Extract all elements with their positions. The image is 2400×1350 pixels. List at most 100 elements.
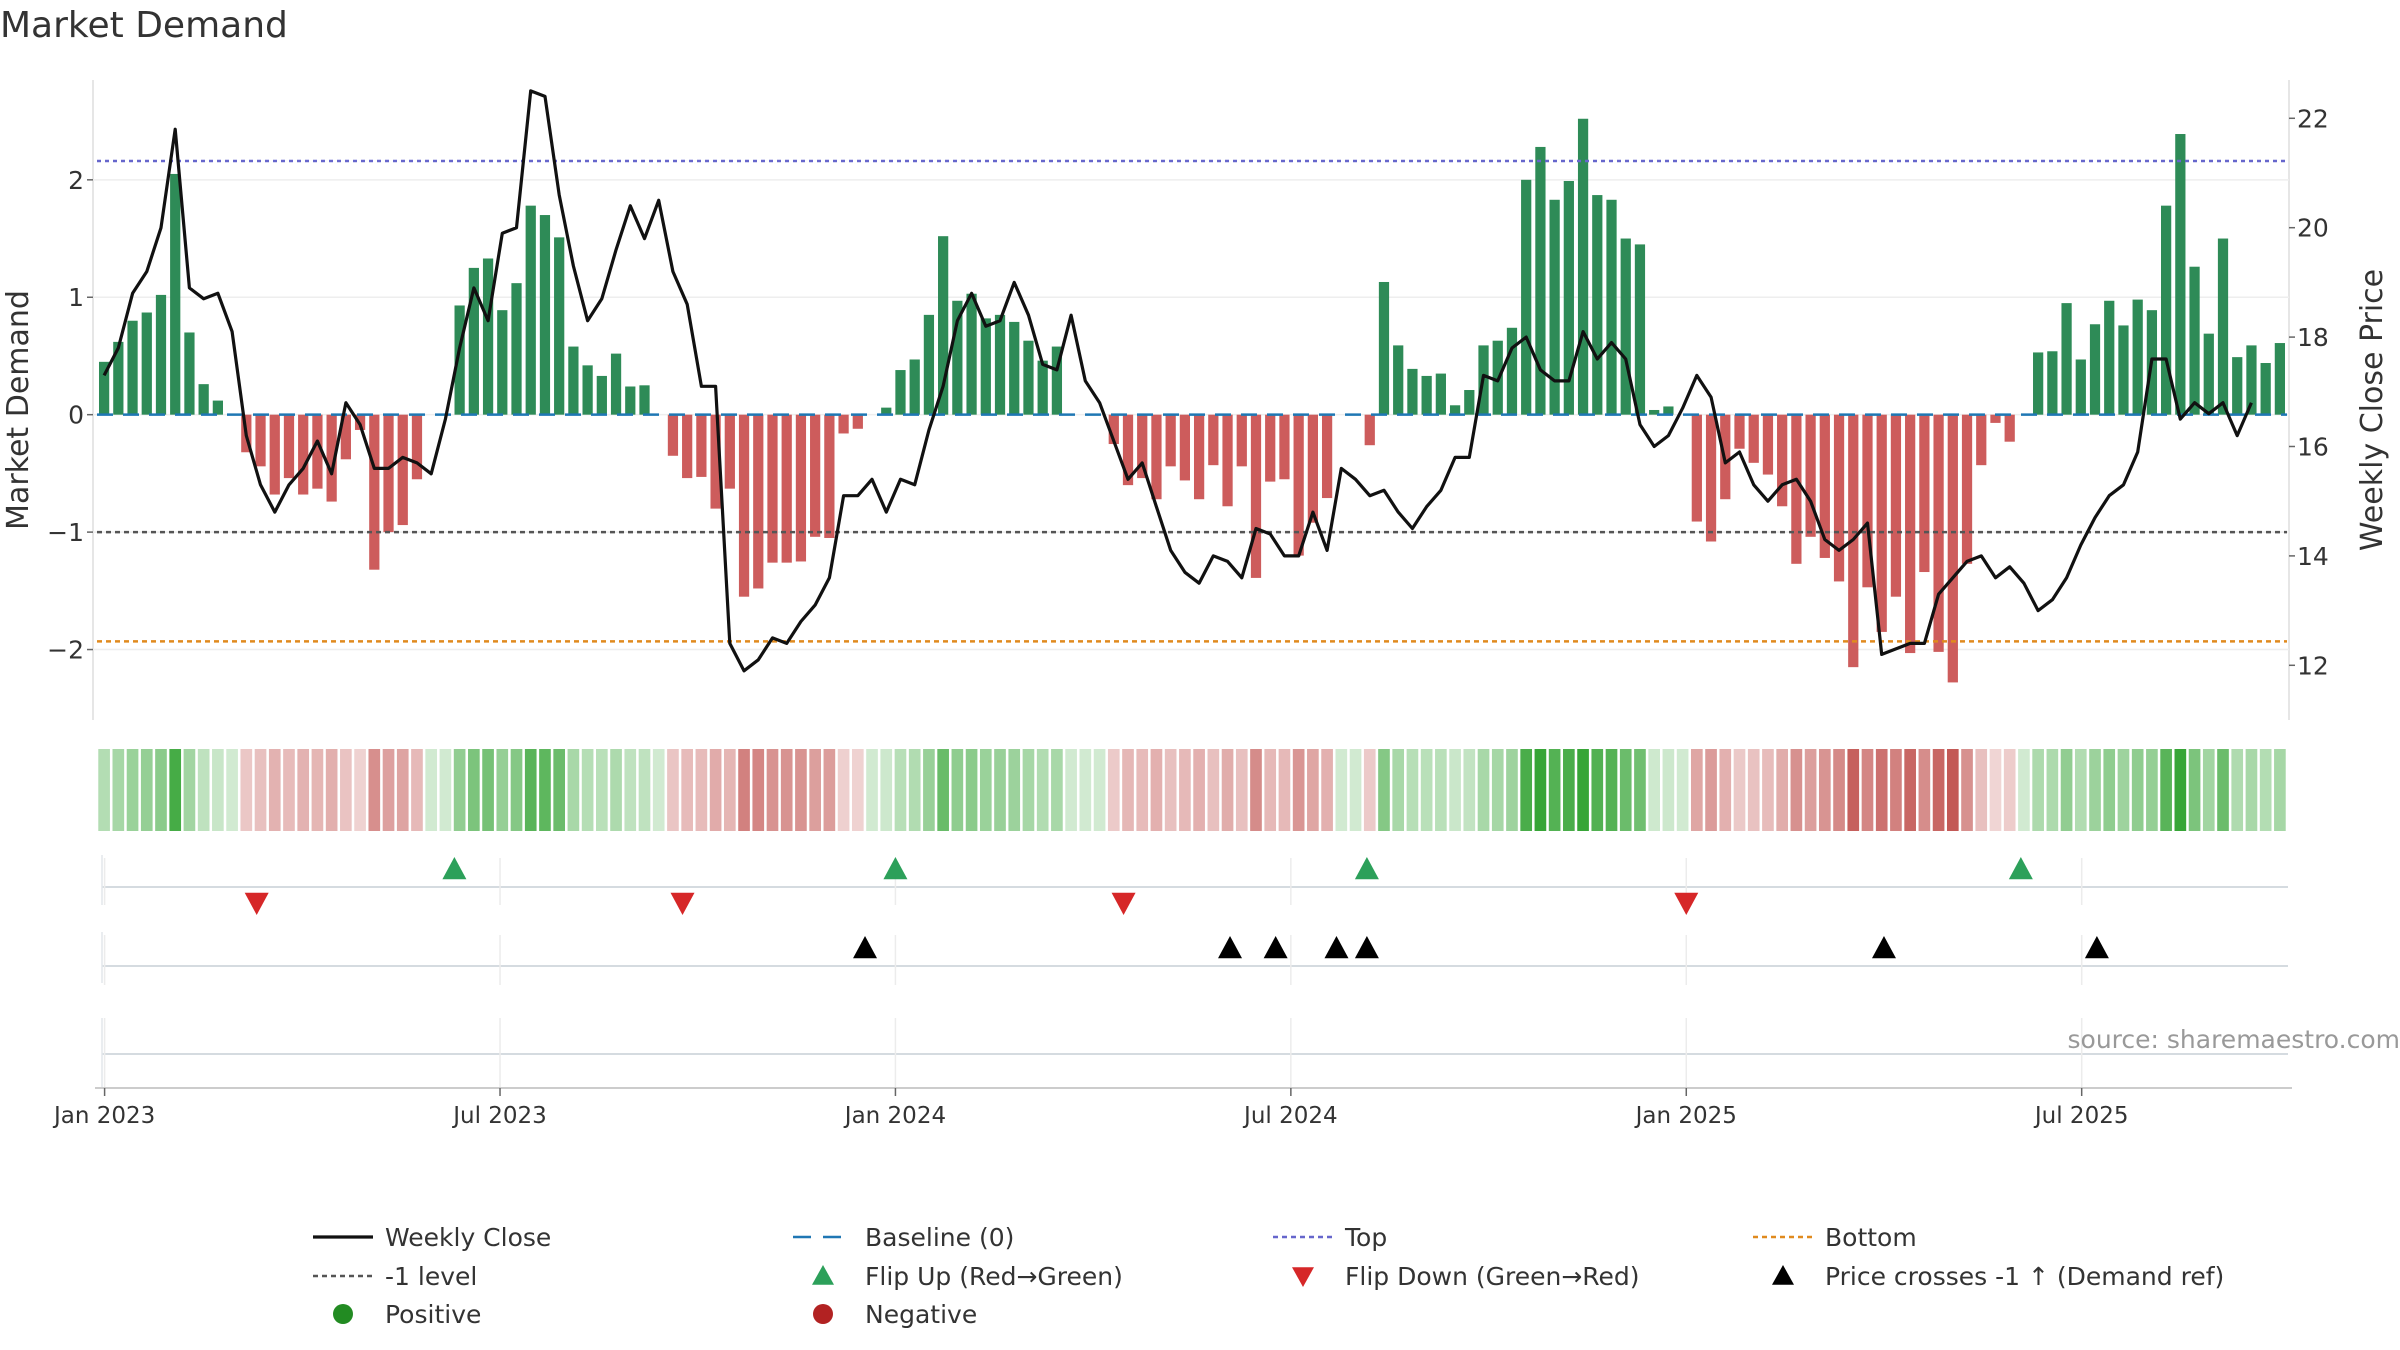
heat-cell-negative — [1747, 749, 1760, 831]
heat-cell-negative — [1164, 749, 1177, 831]
demand-bar-positive — [511, 283, 522, 415]
heat-cell-positive — [1093, 749, 1106, 831]
demand-bar-positive — [938, 236, 949, 415]
x-axis: Jan 2023 Jul 2023 Jan 2024 Jul 2024 Jan 2025… — [52, 1087, 2292, 1129]
heat-cell-negative — [823, 749, 836, 831]
x-tick-label: Jan 2024 — [843, 1103, 946, 1129]
heat-cell-positive — [908, 749, 921, 831]
heat-cell-negative — [1989, 749, 2002, 831]
heat-cell-positive — [1577, 749, 1589, 831]
legend-label: Positive — [385, 1300, 481, 1329]
demand-bar-positive — [1563, 180, 1574, 415]
demand-bar-positive — [2161, 205, 2172, 415]
demand-bar-positive — [881, 407, 892, 415]
heat-cell-positive — [1477, 749, 1490, 831]
heat-cell-positive — [539, 749, 551, 831]
heat-cell-negative — [709, 749, 722, 831]
flip-up-marker — [442, 857, 467, 880]
heat-cell-negative — [354, 749, 366, 831]
demand-bar-positive — [2132, 299, 2143, 415]
price-line-group — [102, 89, 2253, 673]
heat-cell-negative — [1264, 749, 1277, 831]
demand-bar-positive — [966, 293, 977, 415]
demand-bar-negative — [1905, 414, 1916, 654]
heat-cell-negative — [382, 749, 395, 831]
heat-cell-negative — [1975, 749, 1988, 831]
heat-cell-negative — [311, 749, 324, 831]
demand-bar-positive — [980, 318, 991, 415]
demand-bar-positive — [1449, 405, 1461, 415]
heat-cell-positive — [923, 749, 935, 831]
heat-cell-positive — [1392, 749, 1405, 831]
demand-bar-negative — [312, 414, 323, 489]
heat-cell-positive — [1051, 749, 1063, 831]
weekly-close-line — [102, 89, 2253, 673]
flip-up-marker — [1354, 857, 1379, 880]
legend-swatch — [1292, 1267, 1314, 1287]
source-label: source: sharemaestro.com — [2068, 1025, 2400, 1054]
price-cross-marker — [1324, 936, 1349, 959]
demand-bar-positive — [98, 361, 110, 415]
demand-bar-positive — [539, 215, 551, 415]
heat-cell-positive — [1605, 749, 1618, 831]
heat-cell-negative — [1235, 749, 1248, 831]
heat-cell-negative — [1150, 749, 1163, 831]
heat-cell-positive — [482, 749, 494, 831]
heat-cell-positive — [994, 749, 1006, 831]
heat-cell-negative — [396, 749, 409, 831]
legend-label: Price crosses -1 ↑ (Demand ref) — [1825, 1262, 2224, 1291]
demand-bar-negative — [1862, 414, 1873, 588]
heat-cell-positive — [1548, 749, 1561, 831]
heat-cell-positive — [1534, 749, 1547, 831]
demand-bars — [98, 118, 2286, 683]
heat-cell-positive — [965, 749, 978, 831]
demand-bar-positive — [994, 314, 1006, 415]
heat-cell-negative — [1136, 749, 1149, 831]
legend-swatch — [812, 1265, 834, 1285]
demand-bar-positive — [639, 385, 650, 415]
heat-cell-positive — [1648, 749, 1661, 831]
x-tick-label: Jul 2023 — [451, 1103, 547, 1129]
demand-bar-positive — [1549, 199, 1560, 415]
flip-up-marker — [2008, 857, 2033, 880]
demand-bar-positive — [1649, 409, 1660, 415]
heat-cell-positive — [1406, 749, 1419, 831]
heat-cell-positive — [1634, 749, 1646, 831]
heat-cell-positive — [2089, 749, 2101, 831]
demand-bar-negative — [1179, 414, 1191, 481]
demand-bar-positive — [1037, 360, 1048, 415]
demand-bar-negative — [326, 414, 337, 502]
demand-bar-positive — [2118, 325, 2129, 415]
heat-cell-positive — [98, 749, 110, 831]
demand-bar-positive — [625, 386, 636, 415]
demand-bar-negative — [1734, 414, 1745, 449]
heat-cell-positive — [894, 749, 907, 831]
demand-bar-negative — [667, 414, 679, 456]
demand-bar-negative — [838, 414, 849, 434]
heat-cell-negative — [368, 749, 381, 831]
demand-bar-negative — [1705, 414, 1717, 542]
demand-bar-positive — [1506, 327, 1518, 415]
demand-bar-negative — [1990, 414, 2001, 423]
demand-bar-negative — [1890, 414, 1902, 597]
demand-bar-positive — [952, 300, 963, 415]
heat-cell-negative — [752, 749, 765, 831]
left-axis: 2 1 0 −1 −2 — [47, 80, 94, 720]
heat-cell-positive — [183, 749, 196, 831]
demand-bar-positive — [1051, 346, 1063, 415]
heat-cell-positive — [2103, 749, 2116, 831]
legend-label: Flip Down (Green→Red) — [1345, 1262, 1640, 1291]
demand-bar-negative — [1833, 414, 1845, 582]
demand-bar-negative — [1108, 414, 1119, 445]
demand-bar-negative — [1976, 414, 1987, 466]
demand-bar-negative — [1265, 414, 1276, 482]
heat-cell-positive — [553, 749, 566, 831]
demand-bar-positive — [170, 173, 181, 415]
heat-cell-positive — [2032, 749, 2044, 831]
demand-bar-negative — [1279, 414, 1290, 480]
heat-cell-positive — [2188, 749, 2201, 831]
price-cross-marker — [1263, 936, 1288, 959]
demand-bar-positive — [2075, 359, 2086, 415]
heat-cell-positive — [2160, 749, 2172, 831]
heat-cell-positive — [2018, 749, 2030, 831]
